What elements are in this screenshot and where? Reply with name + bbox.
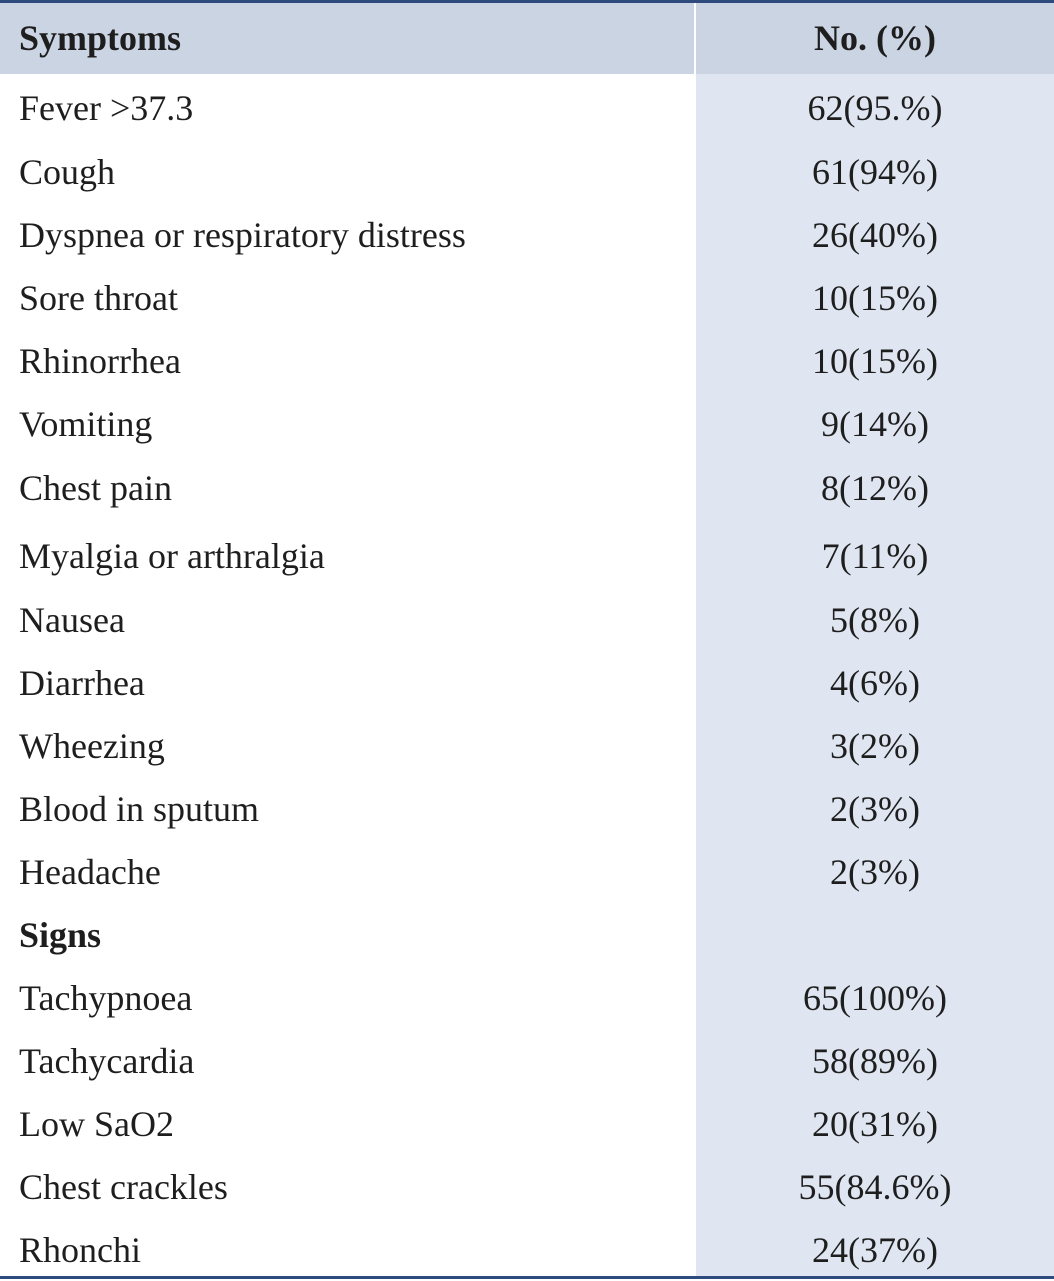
- row-label: Rhinorrhea: [19, 341, 181, 381]
- row-value: 5(8%): [830, 600, 920, 640]
- row-value: 58(89%): [812, 1041, 938, 1081]
- row-label: Chest pain: [19, 468, 172, 508]
- value-column-background: [696, 74, 1054, 1276]
- row-value: 2(3%): [830, 852, 920, 892]
- row-label: Blood in sputum: [19, 789, 260, 829]
- table-row: Fever >37.3 62(95.%): [0, 77, 1054, 139]
- row-label: Nausea: [19, 600, 125, 640]
- row-label: Cough: [19, 152, 116, 192]
- table-row: Nausea 5(8%): [0, 589, 1054, 651]
- row-label: Vomiting: [19, 404, 153, 444]
- row-label: Headache: [19, 852, 161, 892]
- table-row: Tachycardia 58(89%): [0, 1030, 1054, 1092]
- row-label: Tachypnoea: [19, 978, 193, 1018]
- row-label: Chest crackles: [19, 1167, 228, 1207]
- row-value: 55(84.6%): [798, 1167, 952, 1207]
- row-value: 20(31%): [812, 1104, 938, 1144]
- row-label: Wheezing: [19, 726, 165, 766]
- row-label: Fever >37.3: [19, 88, 194, 128]
- table-row: Blood in sputum 2(3%): [0, 778, 1054, 840]
- row-label: Tachycardia: [19, 1041, 195, 1081]
- table-row: Chest pain 8(12%): [0, 457, 1054, 519]
- row-label: Rhonchi: [19, 1230, 141, 1270]
- row-value: 3(2%): [830, 726, 920, 766]
- table-header: [0, 3, 1054, 74]
- row-value: 61(94%): [812, 152, 938, 192]
- row-label: Low SaO2: [19, 1104, 174, 1144]
- table-bottom-rule: [0, 1276, 1054, 1279]
- table-row: Diarrhea 4(6%): [0, 652, 1054, 714]
- table-row: Wheezing 3(2%): [0, 715, 1054, 777]
- row-label: Myalgia or arthralgia: [19, 536, 325, 576]
- row-value: 7(11%): [821, 536, 929, 576]
- table-row: Tachypnoea 65(100%): [0, 967, 1054, 1029]
- row-value: 24(37%): [812, 1230, 938, 1270]
- table-row: Chest crackles 55(84.6%): [0, 1156, 1054, 1218]
- row-value: 2(3%): [830, 789, 920, 829]
- row-value: 4(6%): [830, 663, 920, 703]
- row-label: Sore throat: [19, 278, 178, 318]
- row-label: Dyspnea or respiratory distress: [19, 215, 466, 255]
- row-value: 65(100%): [803, 978, 947, 1018]
- table-row: Rhinorrhea 10(15%): [0, 330, 1054, 392]
- table-row: Myalgia or arthralgia 7(11%): [0, 525, 1054, 587]
- row-value: 9(14%): [821, 404, 929, 444]
- table-row: Low SaO2 20(31%): [0, 1093, 1054, 1155]
- header-symptoms: Symptoms: [19, 18, 182, 58]
- table-row: Rhonchi 24(37%): [0, 1219, 1054, 1281]
- table-row: Sore throat 10(15%): [0, 267, 1054, 329]
- table-row: Vomiting 9(14%): [0, 393, 1054, 455]
- row-value: 62(95.%): [807, 88, 943, 128]
- row-value: 10(15%): [812, 278, 938, 318]
- table-row: Dyspnea or respiratory distress 26(40%): [0, 204, 1054, 266]
- row-label: Diarrhea: [19, 663, 145, 703]
- signs-section-heading: Signs: [19, 915, 102, 955]
- header-divider: [694, 3, 696, 74]
- header-count-percent: No. (%): [814, 18, 936, 58]
- table-top-rule: [0, 0, 1054, 3]
- table-row: Cough 61(94%): [0, 141, 1054, 203]
- table-row: Headache 2(3%): [0, 841, 1054, 903]
- row-value: 8(12%): [821, 468, 929, 508]
- row-value: 10(15%): [812, 341, 938, 381]
- row-value: 26(40%): [812, 215, 938, 255]
